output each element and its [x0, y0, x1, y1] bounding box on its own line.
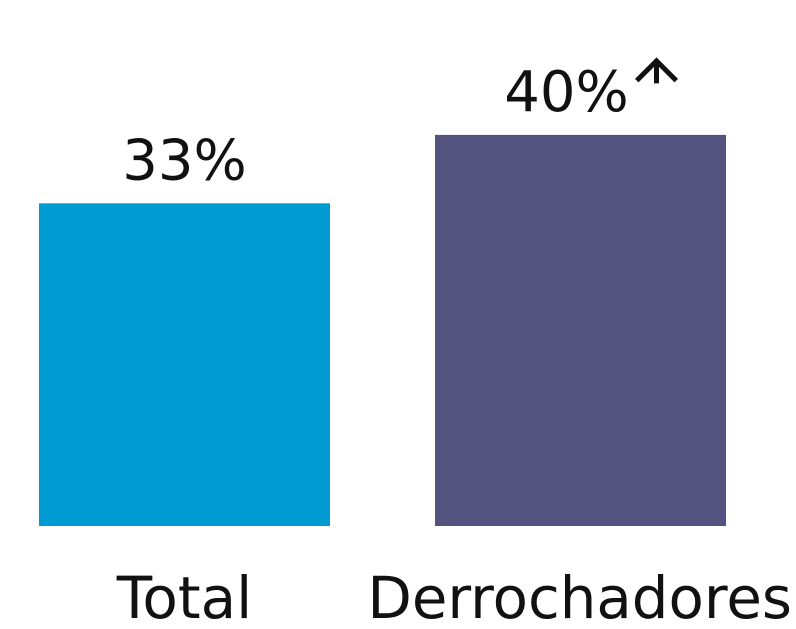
value-labels-group: 33% 40%	[122, 60, 628, 193]
category-label-derrochadores: Derrochadores	[367, 564, 792, 629]
bars-group	[39, 134, 726, 527]
annotations-group	[634, 57, 679, 84]
data-label-total: 33%	[122, 128, 246, 193]
arrow-up-icon	[634, 57, 679, 84]
data-label-derrochadores: 40%	[504, 60, 628, 125]
bar-total	[39, 203, 330, 527]
category-labels-group: Total Derrochadores	[116, 564, 792, 629]
category-label-total: Total	[116, 564, 252, 629]
bar-derrochadores	[435, 134, 726, 526]
